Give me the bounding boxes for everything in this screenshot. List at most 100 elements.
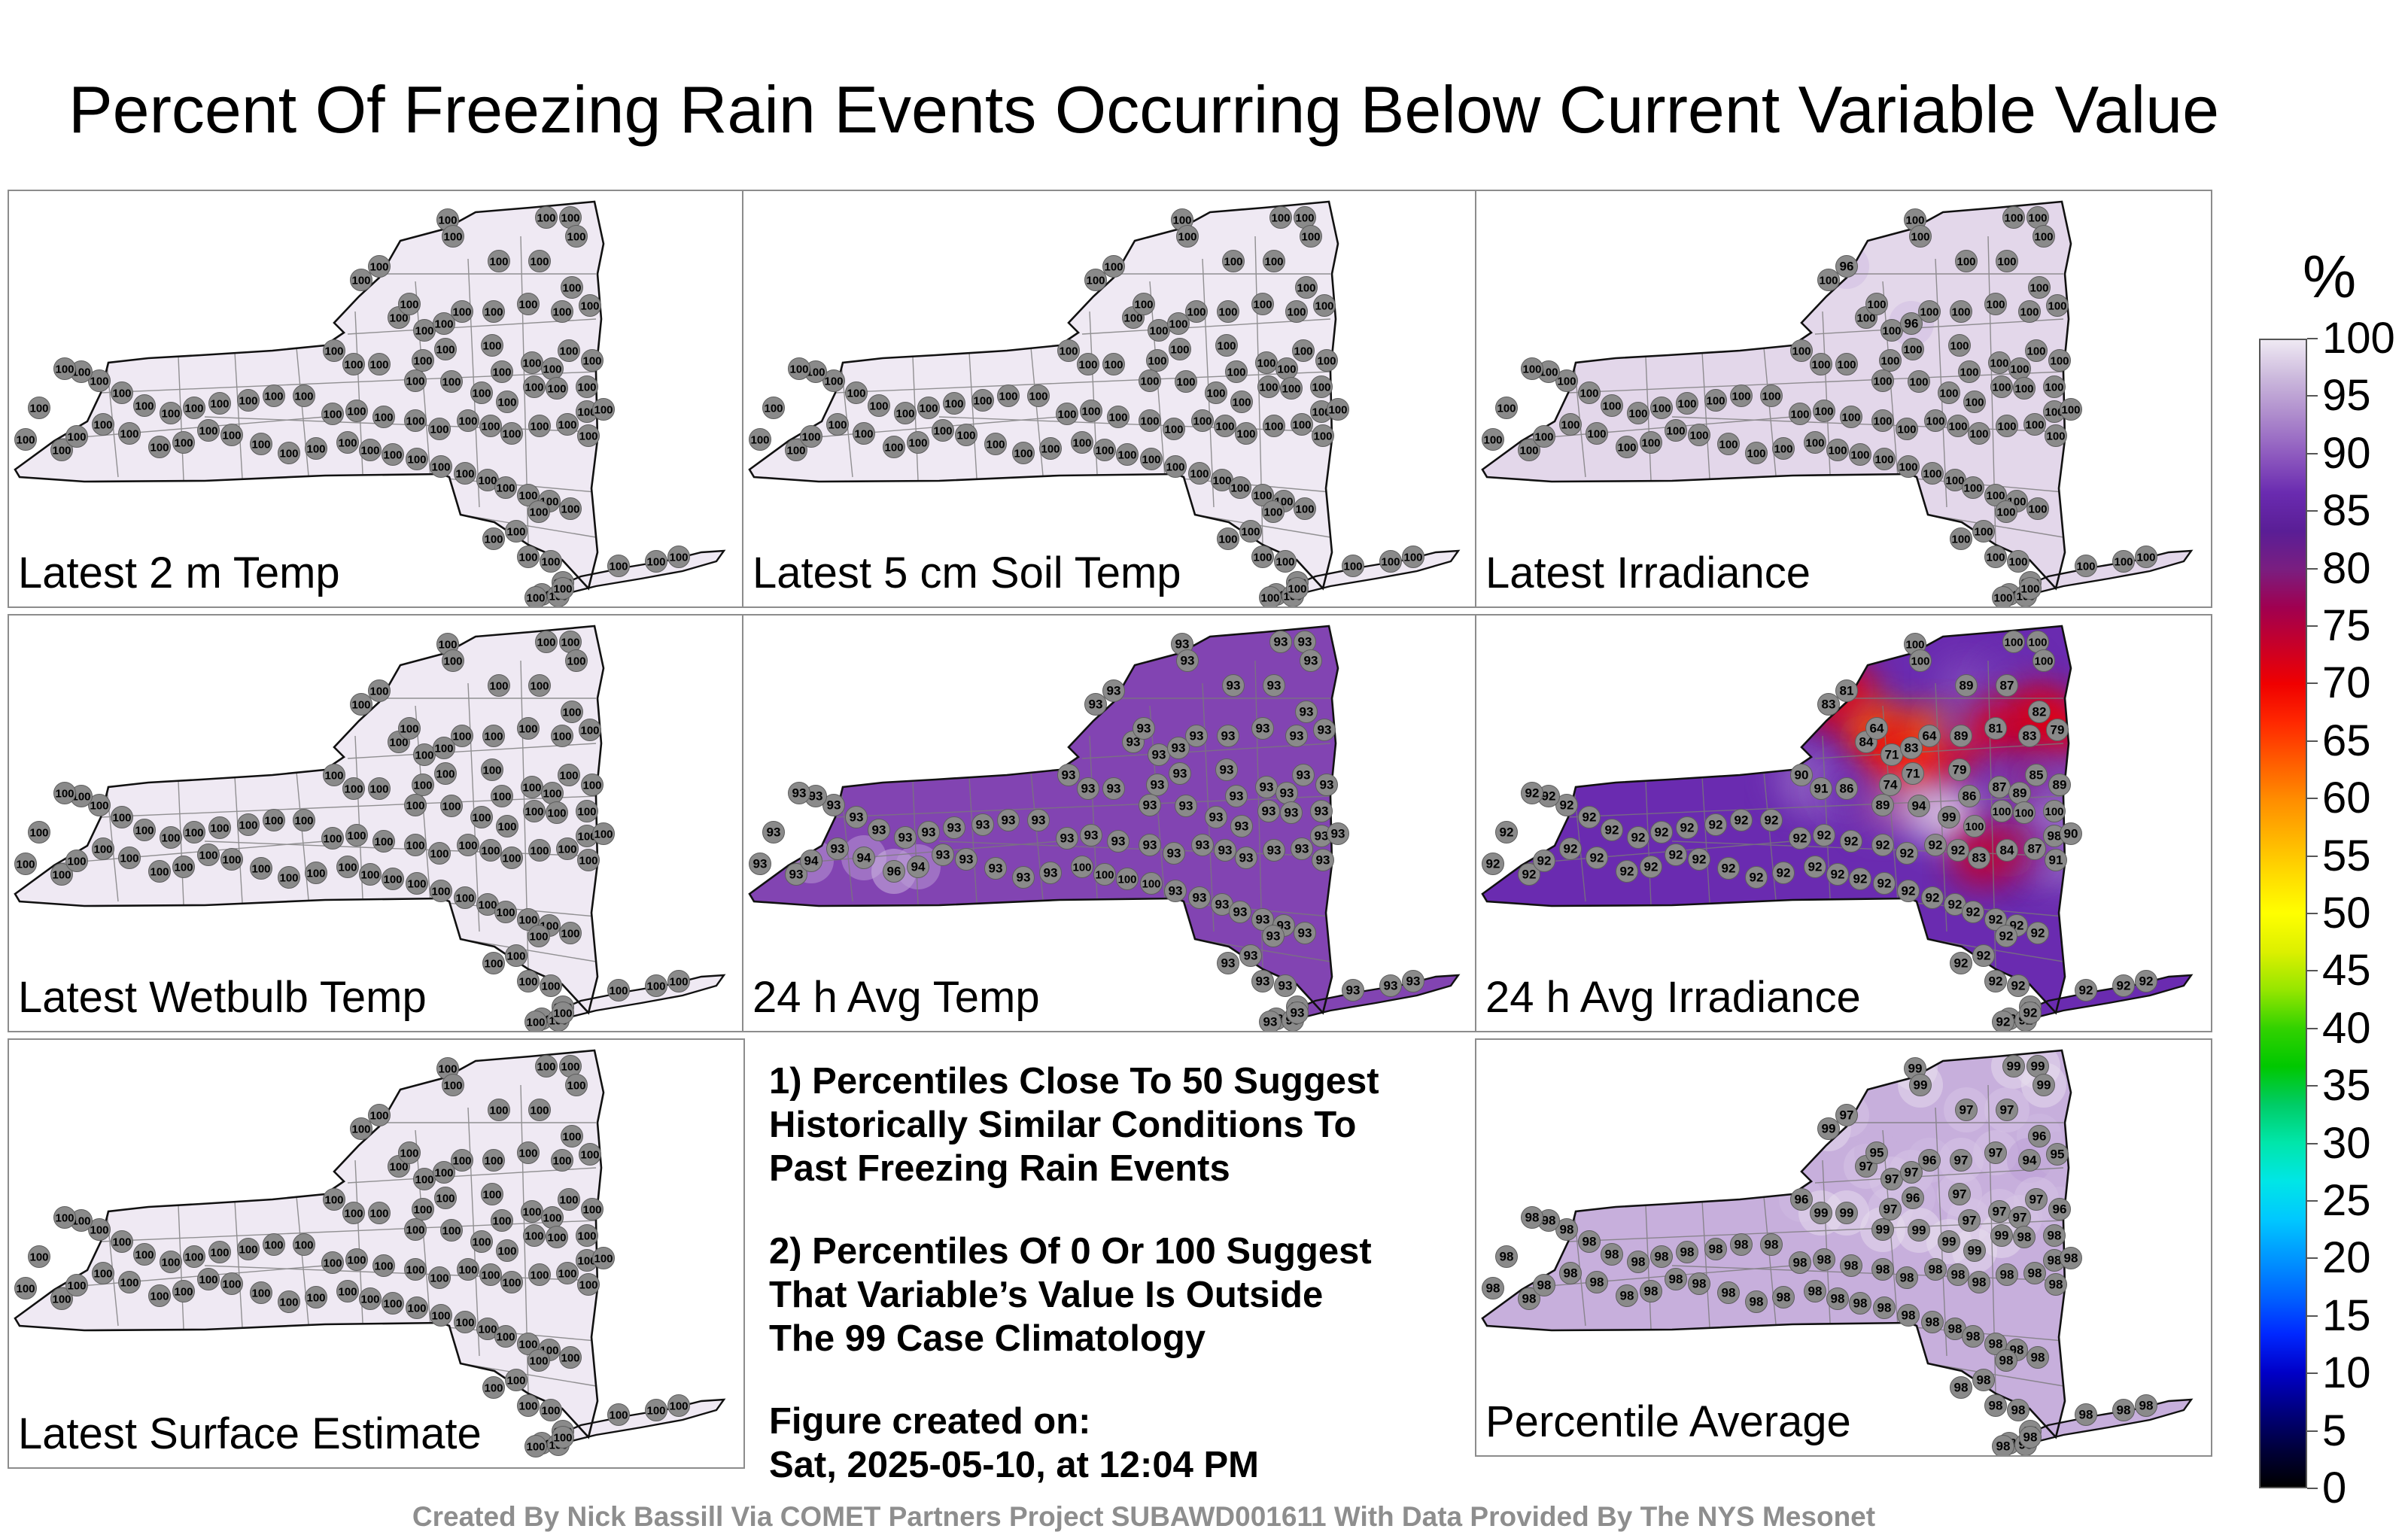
svg-text:100: 100 <box>93 843 112 856</box>
svg-text:93: 93 <box>1032 813 1046 828</box>
svg-text:100: 100 <box>553 583 572 596</box>
station-marker: 100 <box>579 719 601 741</box>
svg-text:98: 98 <box>1999 1354 2014 1368</box>
station-marker: 100 <box>1730 385 1753 407</box>
svg-text:93: 93 <box>1017 871 1031 885</box>
svg-text:93: 93 <box>1256 722 1270 736</box>
station-marker: 92 <box>2026 922 2049 944</box>
svg-text:100: 100 <box>1850 449 1869 462</box>
station-marker: 100 <box>1521 357 1543 380</box>
station-marker: 100 <box>1717 433 1740 455</box>
station-marker: 100 <box>528 1263 551 1286</box>
station-marker: 93 <box>943 816 965 839</box>
station-marker: 92 <box>1665 843 1687 866</box>
station-marker: 100 <box>528 415 551 437</box>
svg-text:98: 98 <box>2017 1230 2032 1245</box>
station-marker: 93 <box>955 848 977 871</box>
station-marker: 100 <box>955 424 977 446</box>
station-marker: 100 <box>2075 555 2097 577</box>
svg-text:100: 100 <box>1190 468 1209 481</box>
svg-text:100: 100 <box>199 1274 217 1287</box>
svg-text:100: 100 <box>1212 475 1231 488</box>
station-marker: 100 <box>1191 409 1214 432</box>
colorbar-tick <box>2307 1085 2318 1087</box>
svg-text:98: 98 <box>2048 829 2062 843</box>
svg-text:94: 94 <box>2023 1154 2037 1168</box>
station-marker: 93 <box>1039 862 1062 884</box>
station-marker: 93 <box>845 806 868 828</box>
svg-text:93: 93 <box>1190 729 1204 743</box>
station-marker: 100 <box>517 293 540 315</box>
svg-text:100: 100 <box>522 1206 541 1219</box>
station-marker: 100 <box>1840 406 1862 428</box>
svg-text:93: 93 <box>767 825 781 840</box>
station-marker: 98 <box>1897 1304 1920 1327</box>
station-marker: 94 <box>907 856 929 878</box>
station-marker: 100 <box>65 850 88 872</box>
svg-text:100: 100 <box>184 1251 203 1264</box>
station-marker: 100 <box>559 497 582 520</box>
svg-text:100: 100 <box>1986 490 2005 503</box>
svg-text:100: 100 <box>400 299 418 312</box>
svg-text:84: 84 <box>1859 735 1874 749</box>
svg-text:100: 100 <box>135 825 154 837</box>
svg-text:100: 100 <box>789 363 808 376</box>
svg-text:100: 100 <box>1187 306 1206 319</box>
svg-text:100: 100 <box>1997 256 2016 269</box>
station-marker: 100 <box>305 862 327 884</box>
svg-text:100: 100 <box>2026 345 2045 358</box>
svg-text:100: 100 <box>1140 415 1159 428</box>
station-marker: 98 <box>1578 1230 1601 1253</box>
svg-text:93: 93 <box>1107 684 1121 698</box>
svg-text:100: 100 <box>161 408 180 421</box>
svg-text:92: 92 <box>2139 974 2154 989</box>
station-marker: 100 <box>440 795 463 817</box>
colorbar-tick-label: 70 <box>2322 658 2371 708</box>
station-marker: 93 <box>932 843 954 866</box>
svg-text:100: 100 <box>458 1264 477 1277</box>
svg-text:100: 100 <box>323 833 342 846</box>
station-marker: 100 <box>561 1125 583 1147</box>
station-marker: 93 <box>1239 944 1262 967</box>
svg-text:92: 92 <box>1750 871 1764 885</box>
station-marker: 100 <box>1211 469 1233 491</box>
svg-text:92: 92 <box>1948 898 1963 912</box>
station-marker: 100 <box>517 484 540 506</box>
svg-text:100: 100 <box>2114 556 2133 569</box>
station-marker: 100 <box>558 764 580 786</box>
note-line: 2) Percentiles Of 0 Or 100 Suggest <box>769 1231 1372 1272</box>
svg-text:100: 100 <box>1206 388 1225 400</box>
svg-text:93: 93 <box>1300 705 1314 719</box>
svg-text:100: 100 <box>1059 345 1078 358</box>
station-marker: 100 <box>1310 375 1333 398</box>
station-marker: 100 <box>428 842 451 865</box>
svg-text:100: 100 <box>956 430 975 442</box>
station-marker: 100 <box>1873 448 1896 470</box>
station-marker: 100 <box>1225 360 1248 383</box>
station-marker: 100 <box>1285 300 1308 323</box>
station-marker: 98 <box>2023 1262 2046 1284</box>
station-marker: 100 <box>577 1273 600 1296</box>
svg-text:100: 100 <box>71 791 90 804</box>
svg-text:96: 96 <box>2033 1129 2047 1144</box>
svg-text:100: 100 <box>443 655 462 668</box>
station-marker: 100 <box>368 353 391 375</box>
svg-text:92: 92 <box>1709 818 1723 832</box>
svg-text:100: 100 <box>526 1441 545 1454</box>
station-marker: 100 <box>2025 339 2048 362</box>
station-marker: 100 <box>1039 437 1062 460</box>
svg-text:83: 83 <box>1972 851 1987 865</box>
station-marker: 93 <box>1191 834 1214 856</box>
svg-text:100: 100 <box>1253 299 1272 312</box>
svg-text:100: 100 <box>481 421 500 433</box>
svg-text:98: 98 <box>1977 1373 1991 1388</box>
svg-text:100: 100 <box>1790 409 1809 421</box>
svg-text:100: 100 <box>347 406 366 418</box>
svg-text:100: 100 <box>135 1249 154 1262</box>
svg-text:100: 100 <box>29 1251 48 1264</box>
station-marker: 96 <box>2028 1125 2051 1147</box>
svg-text:98: 98 <box>1669 1272 1683 1287</box>
station-marker: 100 <box>667 546 690 568</box>
svg-text:89: 89 <box>2013 786 2027 801</box>
